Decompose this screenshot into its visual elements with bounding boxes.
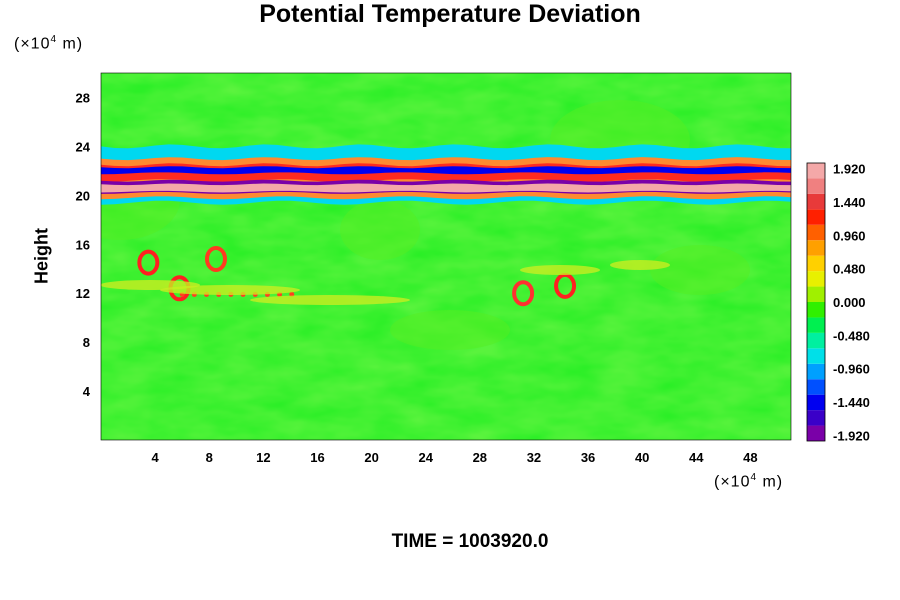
- plot-frame: [100, 72, 792, 441]
- upper-layer-blue-streak: [101, 166, 791, 175]
- colorbar-swatch: [807, 379, 825, 395]
- colorbar-tick-label: 0.960: [833, 228, 866, 243]
- colorbar-swatch: [807, 271, 825, 287]
- x-axis-ticks: 4 8 12 16 20 24 28 32 36 40 44 48: [152, 450, 758, 465]
- colorbar-tick-label: -1.920: [833, 428, 870, 443]
- colorbar-tick-label: 1.440: [833, 195, 866, 210]
- x-tick-label: 8: [206, 450, 213, 465]
- colorbar-swatch: [807, 209, 825, 225]
- y-tick-label: 20: [76, 188, 90, 203]
- colorbar-swatch: [807, 193, 825, 210]
- y-tick-label: 4: [83, 384, 91, 399]
- colorbar-swatch: [807, 178, 825, 194]
- colorbar-swatch: [807, 394, 825, 411]
- y-axis-unit: (×104 m): [14, 34, 84, 53]
- colorbar-swatch: [807, 255, 825, 272]
- yellow-streak: [160, 285, 300, 295]
- colorbar-tick-label: 0.000: [833, 295, 866, 310]
- colorbar-swatch: [807, 317, 825, 333]
- x-tick-label: 44: [689, 450, 704, 465]
- yellow-streak: [250, 295, 410, 305]
- yellow-streak: [610, 260, 670, 270]
- colorbar-swatch: [807, 410, 825, 426]
- x-tick-label: 16: [310, 450, 324, 465]
- warm-eddy: [205, 245, 227, 272]
- colorbar-frame: [806, 162, 826, 442]
- x-tick-label: 32: [527, 450, 541, 465]
- colorbar-tick-label: 1.920: [833, 162, 866, 177]
- y-tick-label: 8: [83, 335, 90, 350]
- x-tick-label: 36: [581, 450, 595, 465]
- colorbar-swatch: [807, 332, 825, 349]
- upper-layer-positive-band: [101, 183, 791, 193]
- colorbar-swatch: [807, 286, 825, 302]
- x-tick-label: 4: [152, 450, 160, 465]
- y-tick-label: 16: [76, 237, 90, 252]
- heatmap-field: [101, 73, 791, 440]
- colorbar-swatch: [807, 224, 825, 241]
- x-tick-label: 48: [743, 450, 757, 465]
- field-patch: [650, 245, 750, 295]
- colorbar-tick-label: -0.960: [833, 362, 870, 377]
- colorbar-tick-label: -1.440: [833, 395, 870, 410]
- x-axis-unit: (×104 m): [714, 472, 784, 491]
- x-tick-label: 28: [473, 450, 487, 465]
- colorbar-tick-label: 0.480: [833, 262, 866, 277]
- y-tick-label: 24: [76, 139, 91, 154]
- warm-eddy: [512, 280, 535, 307]
- colorbar-swatch: [807, 240, 825, 256]
- colorbar-swatch: [807, 163, 825, 179]
- colorbar-swatch: [807, 363, 825, 380]
- y-tick-label: 12: [76, 286, 90, 301]
- x-tick-label: 20: [364, 450, 378, 465]
- x-tick-label: 24: [418, 450, 433, 465]
- x-tick-label: 40: [635, 450, 649, 465]
- field-patch: [390, 310, 510, 350]
- colorbar: 1.920 1.440 0.960 0.480 0.000 -0.480 -0.960 -1.…: [806, 162, 870, 443]
- colorbar-swatch: [807, 348, 825, 364]
- y-axis-ticks: 4 8 12 16 20 24 28: [76, 90, 91, 399]
- warm-eddy: [137, 249, 160, 276]
- colorbar-tick-label: -0.480: [833, 328, 870, 343]
- yellow-streak: [520, 265, 600, 275]
- time-label: TIME = 1003920.0: [391, 531, 549, 552]
- y-tick-label: 28: [76, 90, 90, 105]
- x-tick-label: 12: [256, 450, 270, 465]
- chart-title: Potential Temperature Deviation: [259, 0, 641, 28]
- colorbar-swatch: [807, 302, 825, 318]
- field-patch: [340, 200, 420, 260]
- colorbar-swatch: [807, 425, 825, 441]
